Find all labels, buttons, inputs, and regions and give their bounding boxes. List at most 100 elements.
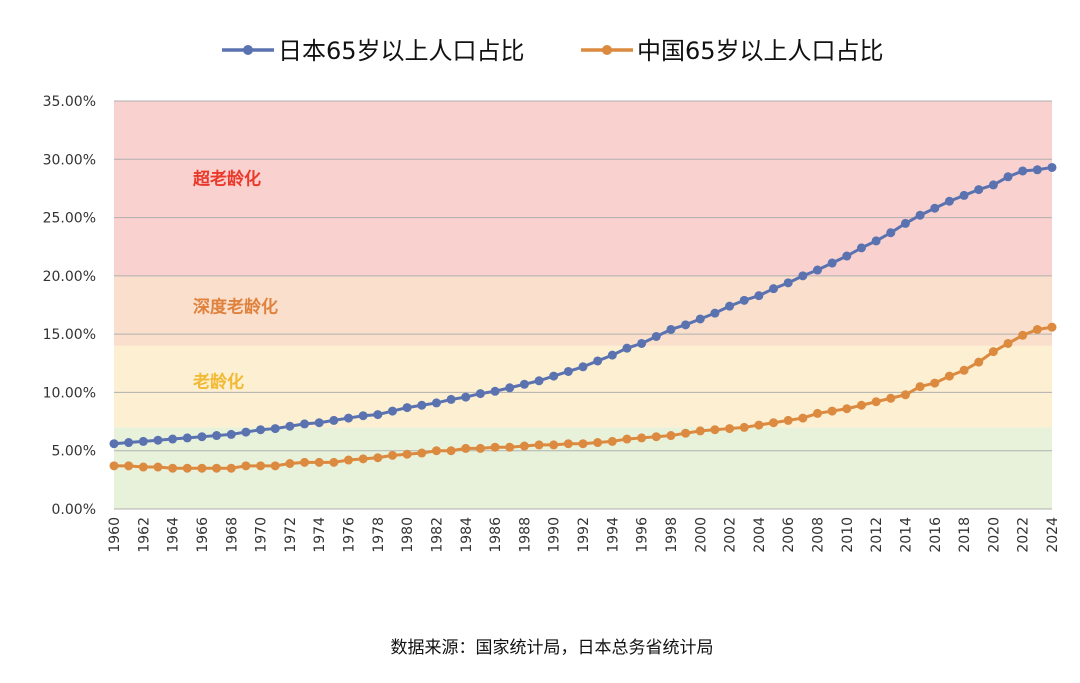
x-tick-label: 1970: [254, 517, 270, 553]
data-point: [827, 258, 837, 268]
data-point: [739, 422, 749, 432]
zone-label-3: 超老龄化: [193, 169, 261, 190]
data-point: [915, 210, 925, 220]
data-point: [842, 404, 852, 414]
data-point: [329, 457, 339, 467]
data-point: [461, 392, 471, 402]
data-point: [1003, 338, 1013, 348]
data-point: [856, 400, 866, 410]
data-point: [153, 462, 163, 472]
data-point: [578, 439, 588, 449]
data-point: [124, 438, 134, 448]
data-point: [813, 408, 822, 418]
data-point: [886, 393, 896, 403]
data-point: [241, 461, 251, 471]
data-point: [944, 196, 954, 206]
data-point: [769, 418, 779, 428]
y-tick-label: 0.00%: [52, 502, 96, 518]
data-point: [475, 443, 485, 453]
data-point: [197, 432, 207, 442]
data-point: [681, 320, 691, 330]
data-point: [666, 431, 676, 441]
x-tick-label: 2020: [986, 517, 1002, 553]
data-point: [622, 434, 632, 444]
x-tick-label: 2004: [752, 517, 768, 553]
data-point: [358, 454, 368, 464]
data-point: [681, 428, 691, 438]
data-point: [109, 461, 119, 471]
data-point: [607, 436, 617, 446]
data-point: [387, 406, 397, 416]
y-tick-label: 10.00%: [43, 385, 96, 401]
data-point: [813, 265, 822, 275]
x-tick-label: 1974: [312, 517, 328, 553]
y-tick-label: 35.00%: [43, 94, 96, 110]
data-point: [138, 436, 148, 446]
data-point: [417, 448, 427, 458]
data-point: [842, 251, 852, 261]
data-point: [519, 379, 529, 389]
data-point: [754, 291, 764, 301]
x-tick-label: 1960: [107, 517, 123, 553]
y-tick-label: 15.00%: [43, 327, 96, 343]
data-point: [930, 378, 940, 388]
series-group: [109, 162, 1057, 473]
data-point: [168, 463, 178, 473]
data-point: [959, 190, 969, 200]
data-point: [226, 463, 236, 473]
legend-label-1: 中国65岁以上人口占比: [637, 37, 884, 65]
x-tick-label: 1986: [488, 517, 504, 553]
data-point: [490, 442, 500, 452]
data-point: [651, 432, 661, 442]
legend-marker-1: [602, 45, 612, 55]
data-point: [168, 434, 178, 444]
x-tick-label: 1976: [342, 517, 358, 553]
data-point: [124, 461, 134, 471]
data-point: [725, 424, 735, 434]
zone-label-1: 老龄化: [192, 372, 244, 393]
x-tick-label: 1962: [136, 517, 152, 553]
x-tick-label: 1978: [371, 517, 387, 553]
y-tick-label: 5.00%: [52, 444, 96, 460]
data-point: [505, 442, 515, 452]
data-point: [695, 426, 705, 436]
data-point: [651, 331, 661, 341]
data-point: [226, 429, 236, 439]
data-point: [402, 403, 412, 413]
background-zones: 老龄化 深度老龄化 超老龄化: [114, 101, 1052, 509]
data-point: [930, 203, 940, 213]
data-point: [300, 457, 310, 467]
data-point: [593, 438, 603, 448]
data-point: [637, 433, 647, 443]
data-point: [900, 218, 910, 228]
data-point: [783, 415, 793, 425]
data-point: [314, 418, 324, 428]
data-point: [358, 411, 368, 421]
data-point: [959, 365, 969, 375]
x-tick-label: 2000: [693, 517, 709, 553]
data-point: [798, 271, 808, 281]
data-point: [138, 462, 148, 472]
x-tick-label: 2006: [781, 517, 797, 553]
data-point: [578, 362, 588, 372]
x-tick-label: 2014: [898, 517, 914, 553]
data-point: [974, 357, 984, 367]
data-point: [505, 383, 515, 393]
x-tick-label: 1964: [166, 517, 182, 553]
x-tick-label: 2010: [840, 517, 856, 553]
data-point: [256, 425, 266, 435]
x-tick-label: 2024: [1045, 517, 1061, 553]
data-point: [256, 461, 266, 471]
data-point: [856, 243, 866, 253]
data-point: [549, 371, 559, 381]
x-tick-label: 2002: [723, 517, 739, 553]
data-point: [1003, 172, 1013, 182]
data-point: [446, 394, 456, 404]
gridlines: [114, 100, 1052, 510]
data-point: [563, 439, 573, 449]
data-point: [871, 236, 881, 246]
data-point: [988, 180, 998, 190]
y-tick-label: 25.00%: [43, 211, 96, 227]
data-point: [725, 301, 735, 311]
